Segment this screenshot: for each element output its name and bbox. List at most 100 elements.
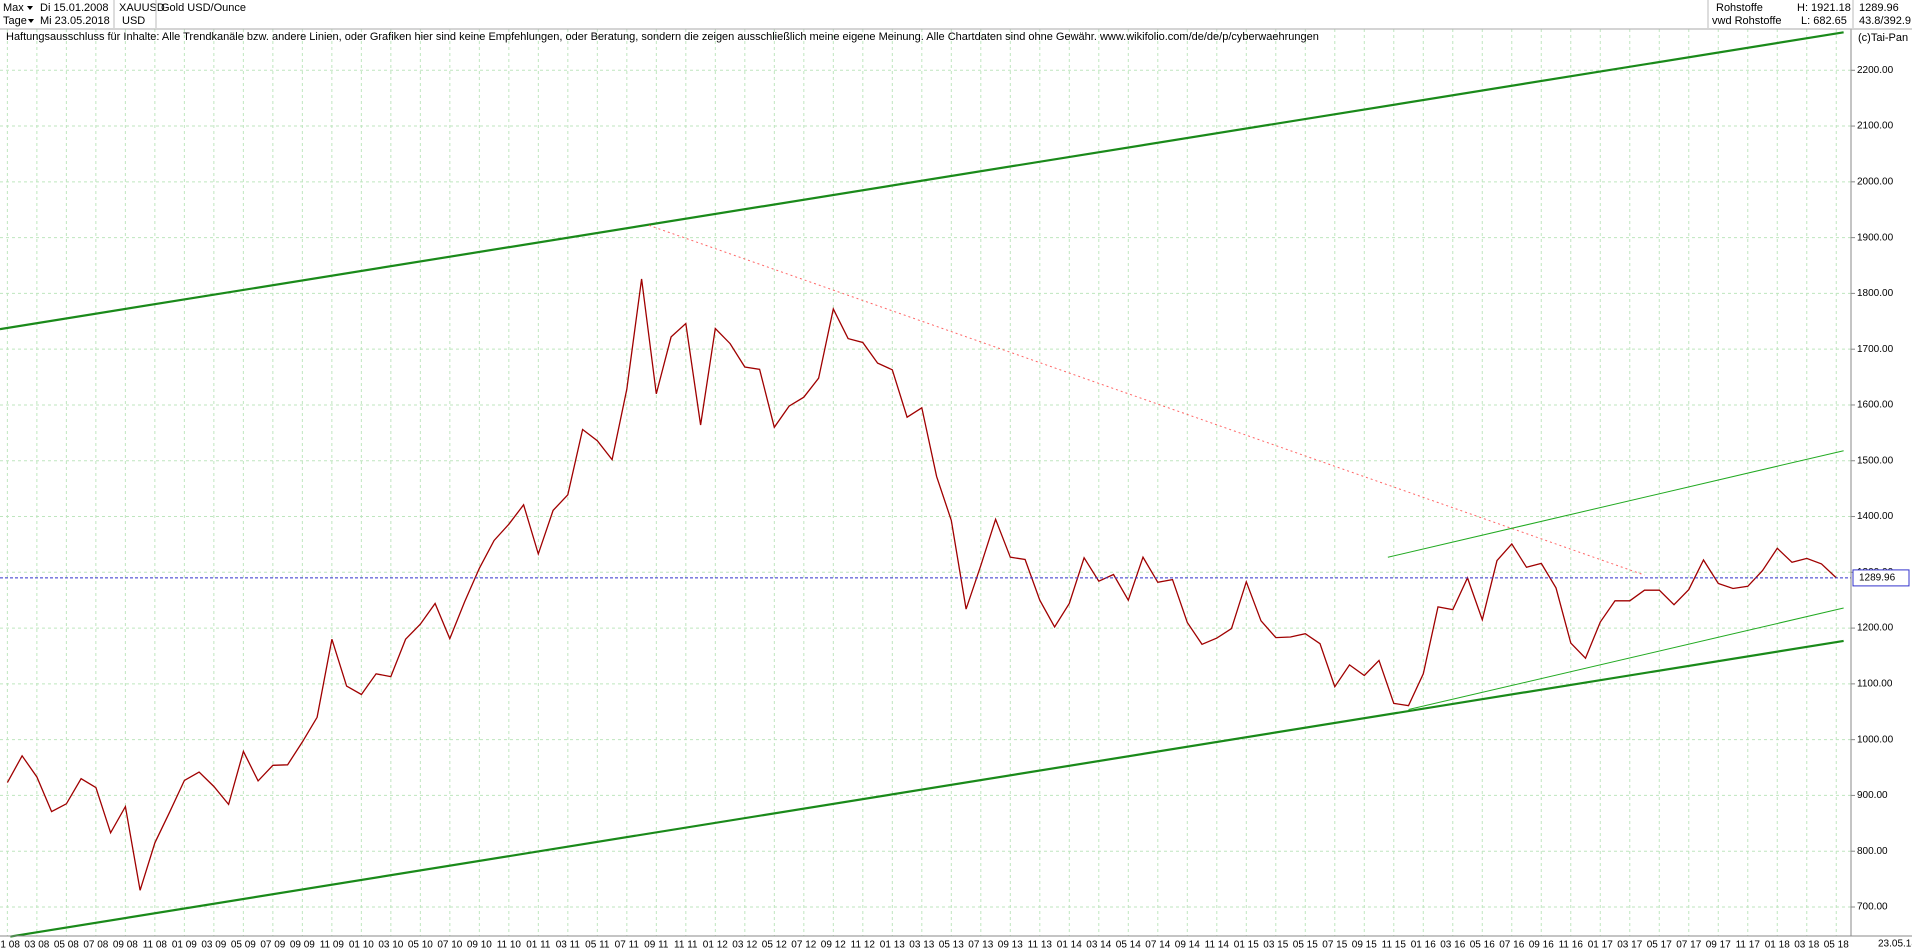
x-tick-label: 03 15 <box>1263 940 1288 951</box>
dropdown-icon[interactable] <box>27 6 33 10</box>
x-tick-label: 01 15 <box>1234 940 1259 951</box>
x-tick-label: 03 09 <box>201 940 226 951</box>
period[interactable]: Tage <box>3 15 27 27</box>
x-tick-label: 07 13 <box>968 940 993 951</box>
x-tick-label: 11 09 <box>320 940 345 951</box>
x-tick-label: 07 15 <box>1322 940 1347 951</box>
x-tick-label: 01 17 <box>1588 940 1613 951</box>
y-tick-label: 800.00 <box>1857 846 1888 857</box>
x-tick-label: 03 17 <box>1617 940 1642 951</box>
x-tick-label: 03 18 <box>1794 940 1819 951</box>
y-tick-label: 2200.00 <box>1857 65 1894 76</box>
x-tick-label: 09 09 <box>290 940 315 951</box>
x-tick-label: 09 14 <box>1175 940 1200 951</box>
x-tick-label: 11 12 <box>851 940 876 951</box>
x-tick-label: 11 11 <box>674 940 698 951</box>
x-tick-label: 05 17 <box>1647 940 1672 951</box>
x-tick-label: 05 10 <box>408 940 433 951</box>
y-tick-label: 1000.00 <box>1857 734 1894 745</box>
y-tick-label: 1800.00 <box>1857 288 1894 299</box>
x-tick-label: 07 17 <box>1676 940 1701 951</box>
grid <box>0 29 1855 936</box>
x-tick-label: 03 08 <box>24 940 49 951</box>
y-tick-label: 1600.00 <box>1857 400 1894 411</box>
dropdown-icon[interactable] <box>28 19 34 23</box>
x-tick-label: 05 16 <box>1470 940 1495 951</box>
y-tick-label: 2100.00 <box>1857 121 1894 132</box>
chart-title: Gold USD/Ounce <box>161 2 246 14</box>
credit: (c)Tai-Pan <box>1858 32 1908 44</box>
x-tick-label: 07 14 <box>1145 940 1170 951</box>
symbol: XAUUSD <box>119 2 165 14</box>
x-tick-label: 09 17 <box>1706 940 1731 951</box>
x-tick-label: 07 11 <box>615 940 640 951</box>
x-tick-label: 11 13 <box>1028 940 1053 951</box>
x-tick-label: 05 15 <box>1293 940 1318 951</box>
plot <box>0 31 1851 938</box>
x-tick-label: 07 12 <box>791 940 816 951</box>
source: vwd Rohstoffe <box>1712 15 1782 27</box>
trend-line <box>10 639 1844 938</box>
currency: USD <box>122 15 145 27</box>
subtitle: Haftungsausschluss für Inhalte: Alle Tre… <box>6 31 1319 43</box>
x-tick-label: 05 09 <box>231 940 256 951</box>
header-bg <box>0 0 1912 29</box>
x-tick-label: 05 13 <box>939 940 964 951</box>
x-tick-label: 07 08 <box>83 940 108 951</box>
x-tick-label: 11 15 <box>1382 940 1407 951</box>
x-tick-label: 11 08 <box>143 940 168 951</box>
last-price-box <box>1852 569 1910 587</box>
x-tick-label: 01 16 <box>1411 940 1436 951</box>
last-price-label: 1289.96 <box>1859 573 1896 584</box>
y-tick-label: 700.00 <box>1857 902 1888 913</box>
low-label: L: 682.65 <box>1801 15 1847 27</box>
x-tick-label: 09 08 <box>113 940 138 951</box>
end-date: Mi 23.05.2018 <box>40 15 110 27</box>
x-tick-label: 11 14 <box>1205 940 1230 951</box>
x-tick-label: 01 18 <box>1765 940 1790 951</box>
x-tick-label: 05 11 <box>585 940 610 951</box>
trend-line <box>648 224 1645 576</box>
y-tick-label: 2000.00 <box>1857 176 1894 187</box>
date-marker: 23.05.18 <box>1878 939 1912 950</box>
exchange: Rohstoffe <box>1716 2 1763 14</box>
extra-info: 43.8/392.9 <box>1859 15 1911 27</box>
y-tick-label: 1200.00 <box>1857 623 1894 634</box>
x-tick-label: 09 12 <box>821 940 846 951</box>
y-tick-label: 1700.00 <box>1857 344 1894 355</box>
last-price-header: 1289.96 <box>1859 2 1899 14</box>
x-tick-label: 01 12 <box>703 940 728 951</box>
range[interactable]: Max <box>3 2 24 14</box>
x-tick-label: 11 17 <box>1736 940 1761 951</box>
trend-line <box>1387 450 1844 558</box>
x-tick-label: 03 13 <box>909 940 934 951</box>
x-tick-label: 01 14 <box>1057 940 1082 951</box>
x-tick-label: 05 08 <box>54 940 79 951</box>
x-tick-label: 05 14 <box>1116 940 1141 951</box>
x-tick-label: 03 11 <box>556 940 581 951</box>
x-tick-label: 05 18 <box>1824 940 1849 951</box>
trend-line <box>0 31 1844 331</box>
start-date: Di 15.01.2008 <box>40 2 109 14</box>
x-tick-label: 03 12 <box>732 940 757 951</box>
y-tick-label: 900.00 <box>1857 790 1888 801</box>
x-tick-label: 01 13 <box>880 940 905 951</box>
x-tick-label: 01 10 <box>349 940 374 951</box>
x-tick-label: 03 16 <box>1440 940 1465 951</box>
x-tick-label: 11 16 <box>1559 940 1584 951</box>
price-line <box>6 278 1837 891</box>
x-tick-label: 09 13 <box>998 940 1023 951</box>
x-tick-label: 09 10 <box>467 940 492 951</box>
trend-line <box>1408 607 1844 711</box>
x-tick-label: 09 15 <box>1352 940 1377 951</box>
y-tick-label: 1100.00 <box>1857 679 1893 690</box>
x-tick-label: 03 10 <box>378 940 403 951</box>
x-tick-label: 01 09 <box>172 940 197 951</box>
x-tick-label: 03 14 <box>1086 940 1111 951</box>
x-tick-label: 01 08 <box>0 940 20 951</box>
x-tick-label: 07 10 <box>437 940 462 951</box>
x-tick-label: 09 11 <box>644 940 669 951</box>
x-tick-label: 07 09 <box>260 940 285 951</box>
